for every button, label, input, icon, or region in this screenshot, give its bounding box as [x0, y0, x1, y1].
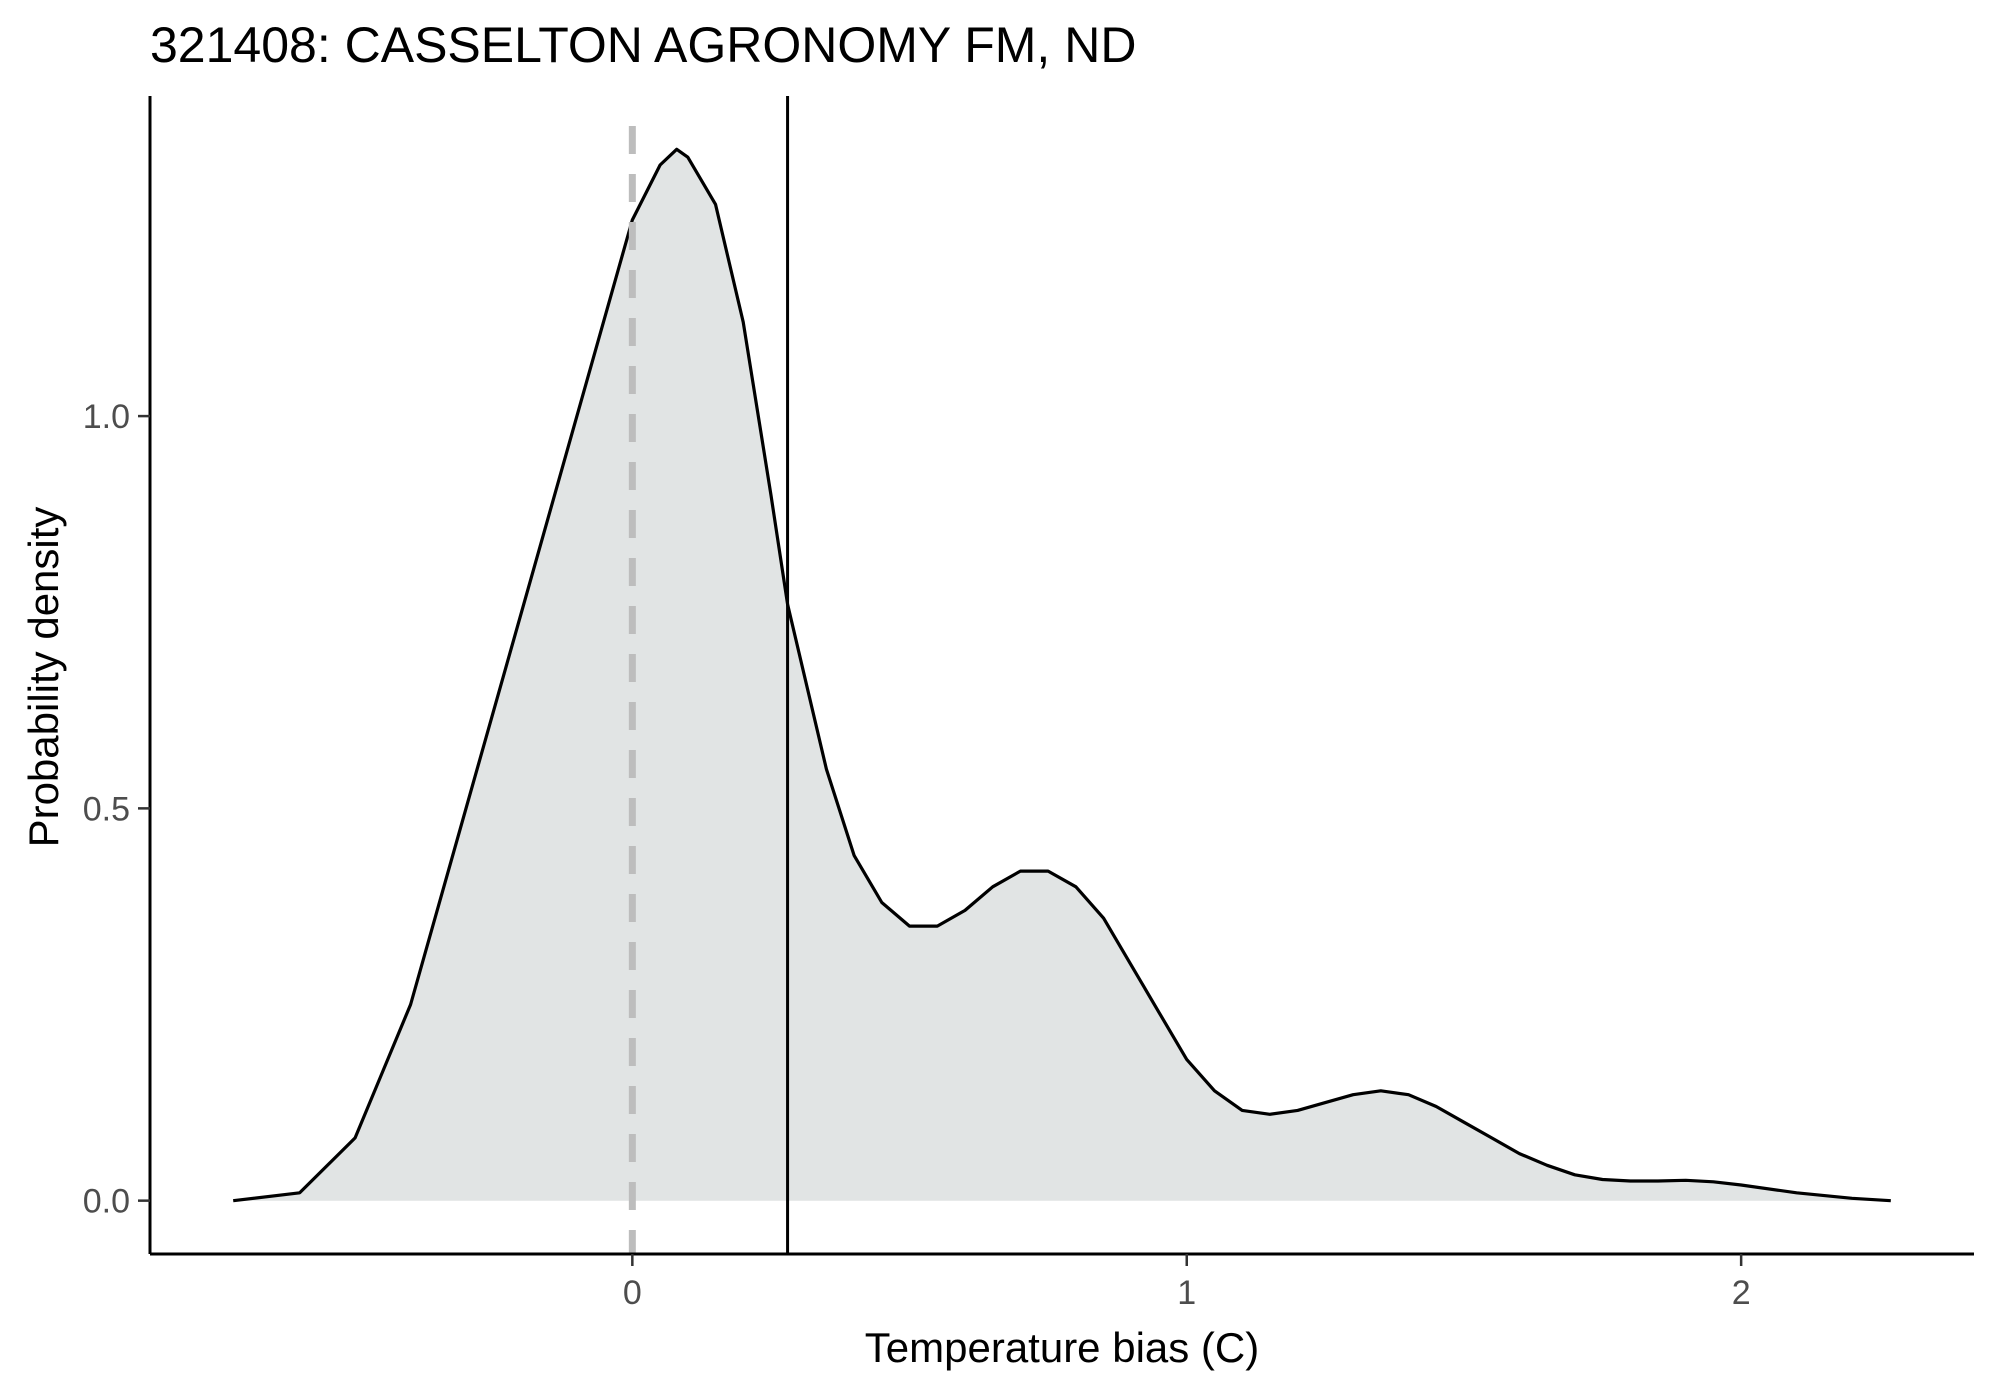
x-axis-ticks: 0 1 2: [623, 1254, 1751, 1312]
density-area-0: [233, 149, 1891, 1201]
plot-area: [233, 147, 1891, 1203]
y-axis-ticks: 0.0 0.5 1.0: [83, 398, 150, 1221]
y-tick-label: 1.0: [83, 398, 130, 436]
y-tick-label: 0.5: [83, 790, 130, 828]
chart-title: 321408: CASSELTON AGRONOMY FM, ND: [150, 17, 1136, 73]
reference-lines: [628, 96, 790, 1254]
y-tick-label: 0.0: [83, 1183, 130, 1221]
x-axis-title: Temperature bias (C): [865, 1324, 1259, 1371]
x-tick-label: 2: [1732, 1274, 1751, 1312]
density-curve-0: [233, 147, 1891, 1203]
axes: [148, 96, 1974, 1256]
x-tick-label: 0: [623, 1274, 642, 1312]
x-tick-label: 1: [1177, 1274, 1196, 1312]
y-axis-title: Probability density: [20, 507, 67, 848]
